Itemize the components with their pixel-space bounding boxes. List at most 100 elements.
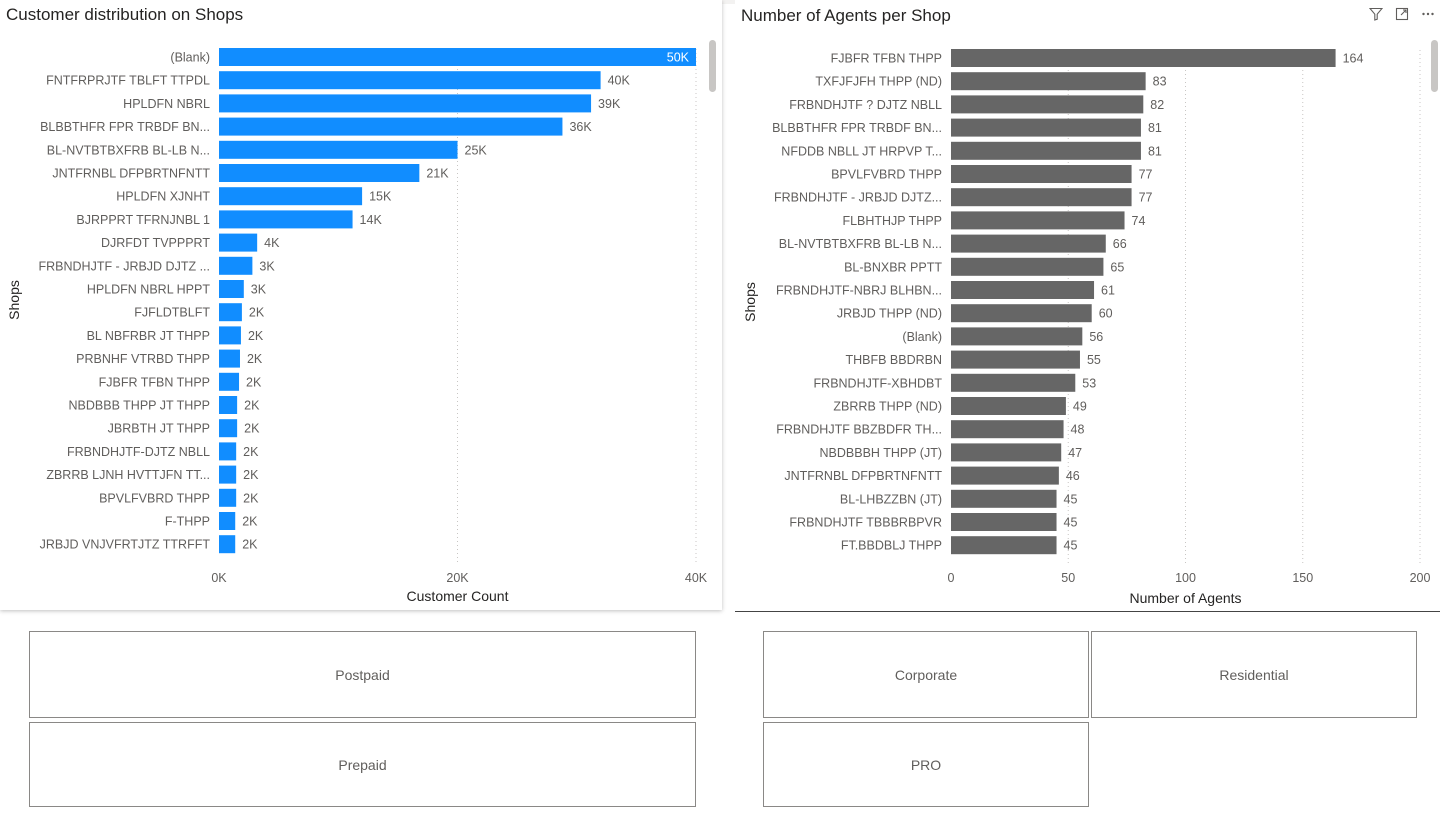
residential-button[interactable]: Residential <box>1091 631 1417 718</box>
bar <box>219 140 458 159</box>
agents-bar-chart: 0 50 100 150 200 FJBFR TFBN THPP 164 TXFJFJFH T… <box>742 40 1438 606</box>
category-label: BLBBTHFR FPR TRBDF BN... <box>40 120 210 134</box>
bar <box>951 234 1106 253</box>
data-label: 60 <box>1099 307 1113 321</box>
x-axis-title: Number of Agents <box>1129 590 1241 606</box>
data-label: 45 <box>1064 492 1078 506</box>
bar <box>951 141 1141 160</box>
bar <box>951 188 1132 207</box>
bar <box>219 210 353 229</box>
data-label: 2K <box>243 445 259 459</box>
bar <box>951 211 1125 230</box>
scrollbar-thumb[interactable] <box>709 40 716 92</box>
bar <box>951 118 1141 137</box>
category-label: JBRBTH JT THPP <box>108 422 210 436</box>
category-label: HPLDFN NBRL HPPT <box>87 283 211 297</box>
category-label: NBDBBBH THPP (JT) <box>820 446 942 460</box>
category-label: JNTFRNBL DFPBRTNFNTT <box>52 167 210 181</box>
bar <box>951 95 1144 114</box>
category-label: (Blank) <box>170 51 210 65</box>
bar <box>951 373 1076 392</box>
data-label: 55 <box>1087 353 1101 367</box>
chart-title: Customer distribution on Shops <box>6 5 244 24</box>
data-label: 2K <box>242 538 258 552</box>
data-label: 3K <box>259 259 275 273</box>
category-label: FRBNDHJTF-DJTZ NBLL <box>67 445 210 459</box>
bar <box>219 396 238 414</box>
customer-bar-chart: 0K 20K 40K (Blank) 50K FNTFRPRJTF TBLFT TTPDL… <box>6 40 716 604</box>
customer-distribution-visual[interactable]: Customer distribution on Shops 0K 20K 40K (… <box>0 0 722 610</box>
bar <box>219 465 237 484</box>
bar <box>951 536 1057 555</box>
bar <box>951 489 1057 508</box>
bar <box>219 280 244 298</box>
category-label: TXFJFJFH THPP (ND) <box>815 75 942 89</box>
category-label: FNTFRPRJTF TBLFT TTPDL <box>46 74 210 88</box>
x-tick-label: 200 <box>1410 571 1431 585</box>
pro-button[interactable]: PRO <box>763 722 1089 807</box>
category-label: NBDBBB THPP JT THPP <box>69 399 210 413</box>
category-label: FRBNDHJTF-XBHDBT <box>814 376 943 390</box>
chart-title: Number of Agents per Shop <box>741 6 951 25</box>
data-label: 40K <box>608 74 631 88</box>
data-label: 39K <box>598 97 621 111</box>
data-label: 65 <box>1110 260 1124 274</box>
x-axis-title: Customer Count <box>407 588 509 604</box>
data-label: 2K <box>244 422 260 436</box>
focus-mode-icon[interactable] <box>1394 6 1410 22</box>
category-label: (Blank) <box>902 330 942 344</box>
data-label: 53 <box>1082 376 1096 390</box>
category-label: NFDDB NBLL JT HRPVP T... <box>781 144 942 158</box>
bar <box>219 233 258 252</box>
data-label: 48 <box>1071 423 1085 437</box>
bar <box>219 117 563 136</box>
bar <box>951 165 1132 183</box>
bar <box>219 372 240 391</box>
x-tick-label: 40K <box>685 571 708 585</box>
filter-icon[interactable] <box>1368 6 1384 22</box>
bar <box>219 488 237 507</box>
category-label: BL-NVTBTBXFRB BL-LB N... <box>779 237 942 251</box>
bar <box>951 49 1336 67</box>
x-tick-label: 20K <box>446 571 469 585</box>
category-label: BPVLFVBRD THPP <box>831 168 942 182</box>
category-label: HPLDFN NBRL <box>123 97 210 111</box>
prepaid-button[interactable]: Prepaid <box>29 722 696 807</box>
bar <box>219 442 237 461</box>
bar <box>951 257 1104 276</box>
category-label: JNTFRNBL DFPBRTNFNTT <box>784 469 942 483</box>
data-label: 2K <box>247 352 263 366</box>
bar <box>219 187 363 206</box>
data-label: 66 <box>1113 237 1127 251</box>
x-tick-label: 50 <box>1061 571 1075 585</box>
bar <box>951 327 1083 346</box>
data-label: 45 <box>1064 539 1078 553</box>
data-label: 77 <box>1139 191 1153 205</box>
category-label: BL-NVTBTBXFRB BL-LB N... <box>47 143 210 157</box>
visual-header-toolbar <box>1368 6 1436 22</box>
data-label: 2K <box>244 399 260 413</box>
category-label: PRBNHF VTRBD THPP <box>76 352 210 366</box>
postpaid-button[interactable]: Postpaid <box>29 631 696 718</box>
data-label: 36K <box>569 120 592 134</box>
category-label: BJRPPRT TFRNJNBL 1 <box>76 213 210 227</box>
category-label: BLBBTHFR FPR TRBDF BN... <box>772 121 942 135</box>
agents-per-shop-visual[interactable]: Number of Agents per Shop 0 50 100 150 200 FJ… <box>735 0 1440 612</box>
bar <box>219 326 241 345</box>
x-tick-label: 0 <box>948 571 955 585</box>
x-tick-label: 150 <box>1292 571 1313 585</box>
corporate-button[interactable]: Corporate <box>763 631 1089 718</box>
bar <box>951 420 1064 439</box>
data-label: 164 <box>1343 52 1364 66</box>
scrollbar-thumb[interactable] <box>1431 40 1438 92</box>
y-axis-title: Shops <box>6 280 22 320</box>
more-options-icon[interactable] <box>1420 6 1436 22</box>
bar <box>951 350 1080 369</box>
category-label: BPVLFVBRD THPP <box>99 491 210 505</box>
x-tick-label: 0K <box>211 571 227 585</box>
data-label: 45 <box>1064 516 1078 530</box>
category-label: JRBJD VNJVFRTJTZ TTRFFT <box>40 538 211 552</box>
data-label: 2K <box>248 329 264 343</box>
bar <box>951 397 1066 415</box>
category-label: DJRFDT TVPPPRT <box>101 236 210 250</box>
